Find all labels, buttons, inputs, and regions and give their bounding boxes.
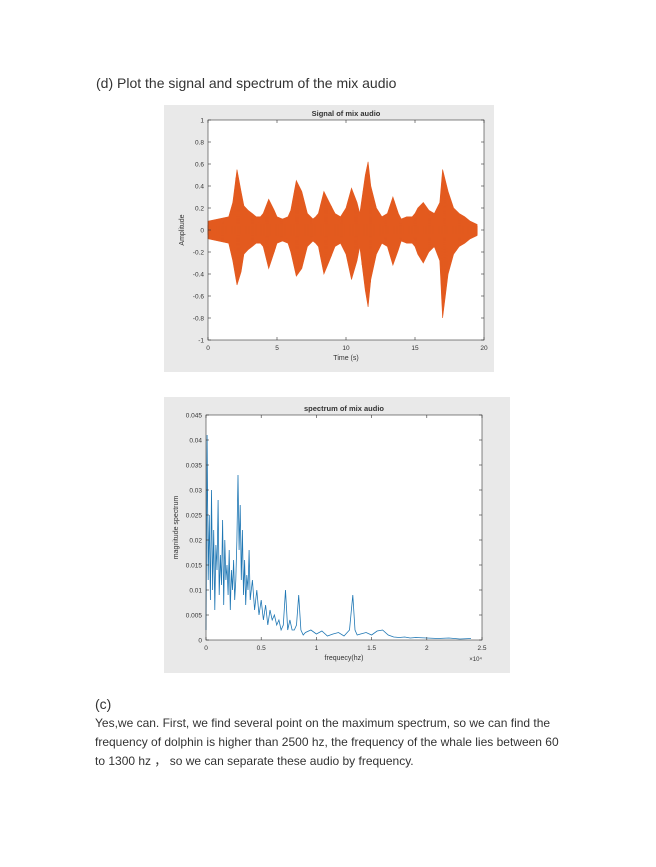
x-axis-label: frequecy(hz) (325, 655, 364, 662)
y-tick-label: -0.2 (193, 250, 205, 257)
y-tick-label: 0.005 (186, 613, 203, 620)
x-tick-label: 5 (275, 345, 279, 352)
y-axis-label: magnitude spectrum (173, 496, 180, 560)
spectrum-figure: 0 0.5 1 1.5 2 2.5 0.045 0.04 0.035 0.03 0.025 0.02 0… (164, 397, 510, 673)
y-tick-label: 0 (198, 638, 202, 645)
y-tick-label: 0.8 (195, 140, 204, 147)
chart-title: Signal of mix audio (312, 109, 381, 118)
signal-chart: 0 5 10 15 20 1 0.8 0.6 0.4 0.2 0 -0.2 -0.4 -0.6 -0.8 -1… (179, 109, 488, 362)
y-tick-label: 0.03 (189, 488, 202, 495)
x-tick-label: 15 (411, 345, 419, 352)
y-tick-label: 0.6 (195, 162, 204, 169)
y-tick-label: 0.02 (189, 538, 202, 545)
y-tick-label: 0.4 (195, 184, 204, 191)
x-tick-label: 1.5 (367, 645, 376, 652)
y-tick-label: 0.2 (195, 206, 204, 213)
y-tick-label: -0.6 (193, 294, 205, 301)
plot-area (206, 415, 482, 640)
y-tick-label: -0.8 (193, 316, 205, 323)
y-tick-label: 0.035 (186, 463, 203, 470)
x-tick-label: 10 (342, 345, 350, 352)
section-heading: (d) Plot the signal and spectrum of the … (96, 75, 397, 91)
x-tick-label: 0 (204, 645, 208, 652)
x-axis-label: Time (s) (333, 355, 358, 362)
spectrum-chart: 0 0.5 1 1.5 2 2.5 0.045 0.04 0.035 0.03 0.025 0.02 0… (173, 404, 487, 663)
x-tick-label: 2 (425, 645, 429, 652)
y-tick-label: 0 (200, 228, 204, 235)
y-tick-label: 0.04 (189, 438, 202, 445)
x-exponent-label: ×10⁴ (469, 656, 482, 663)
x-tick-label: 20 (480, 345, 488, 352)
y-axis-label: Amplitude (179, 214, 186, 245)
answer-paragraph: Yes,we can. First, we find several point… (95, 716, 559, 768)
x-tick-label: 1 (315, 645, 319, 652)
plot-frame (205, 414, 483, 641)
y-tick-label: 0.015 (186, 563, 203, 570)
section-label: (c) (95, 696, 112, 712)
y-tick-label: -0.4 (193, 272, 205, 279)
signal-figure: 0 5 10 15 20 1 0.8 0.6 0.4 0.2 0 -0.2 -0.4 -0.6 -0.8 -1… (164, 105, 494, 372)
y-tick-label: 0.01 (189, 588, 202, 595)
y-tick-label: 1 (200, 118, 204, 125)
y-tick-label: 0.045 (186, 413, 203, 420)
x-tick-label: 0.5 (257, 645, 266, 652)
chart-title: spectrum of mix audio (304, 404, 384, 413)
x-tick-label: 2.5 (477, 645, 486, 652)
y-tick-label: -1 (198, 338, 204, 345)
y-tick-label: 0.025 (186, 513, 203, 520)
spectrum-line (205, 434, 472, 640)
x-tick-label: 0 (206, 345, 210, 352)
